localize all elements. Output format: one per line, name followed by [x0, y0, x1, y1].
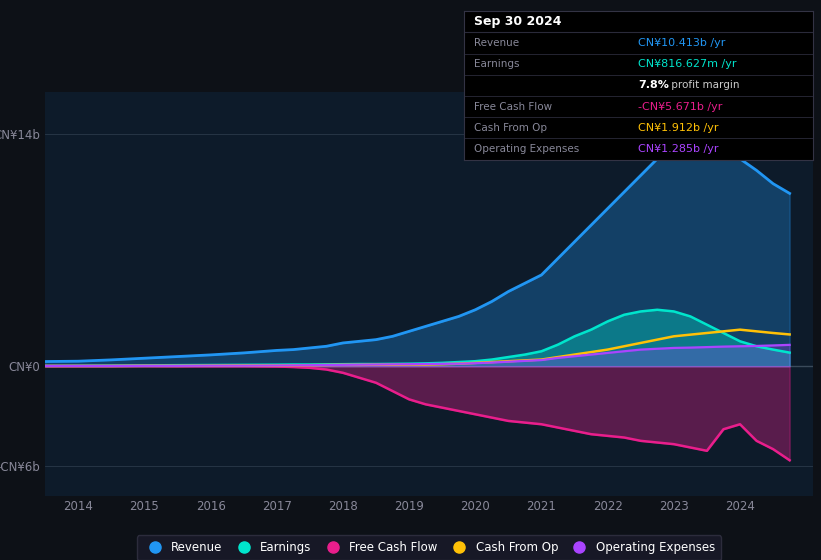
Text: -CN¥5.671b /yr: -CN¥5.671b /yr [639, 101, 722, 111]
Legend: Revenue, Earnings, Free Cash Flow, Cash From Op, Operating Expenses: Revenue, Earnings, Free Cash Flow, Cash … [137, 535, 721, 560]
Text: CN¥10.413b /yr: CN¥10.413b /yr [639, 38, 726, 48]
Text: CN¥816.627m /yr: CN¥816.627m /yr [639, 59, 736, 69]
Text: Earnings: Earnings [475, 59, 520, 69]
Text: 7.8%: 7.8% [639, 81, 669, 90]
Text: Revenue: Revenue [475, 38, 520, 48]
Text: Sep 30 2024: Sep 30 2024 [475, 15, 562, 29]
Text: Cash From Op: Cash From Op [475, 123, 548, 133]
Text: CN¥1.285b /yr: CN¥1.285b /yr [639, 144, 719, 154]
Text: CN¥1.912b /yr: CN¥1.912b /yr [639, 123, 719, 133]
Text: profit margin: profit margin [668, 81, 740, 90]
Text: Free Cash Flow: Free Cash Flow [475, 101, 553, 111]
Text: Operating Expenses: Operating Expenses [475, 144, 580, 154]
